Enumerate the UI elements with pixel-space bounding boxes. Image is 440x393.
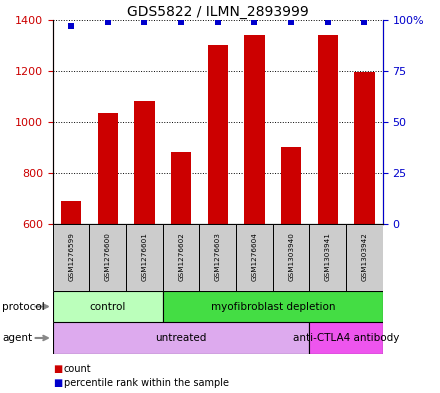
Text: GSM1276599: GSM1276599 bbox=[68, 231, 74, 281]
Text: GSM1303941: GSM1303941 bbox=[325, 231, 331, 281]
Bar bbox=[163, 291, 383, 322]
Point bbox=[324, 18, 331, 25]
Text: percentile rank within the sample: percentile rank within the sample bbox=[64, 378, 229, 388]
Text: GSM1276600: GSM1276600 bbox=[105, 231, 111, 281]
Bar bbox=[98, 113, 118, 224]
Bar bbox=[208, 45, 228, 224]
Bar bbox=[346, 224, 383, 291]
Bar bbox=[171, 152, 191, 224]
Text: myofibroblast depletion: myofibroblast depletion bbox=[211, 301, 335, 312]
Bar bbox=[244, 35, 264, 224]
Bar bbox=[89, 224, 126, 291]
Text: GSM1276601: GSM1276601 bbox=[142, 231, 147, 281]
Point bbox=[68, 23, 75, 29]
Bar bbox=[354, 72, 374, 224]
Bar bbox=[53, 224, 89, 291]
Bar bbox=[53, 291, 163, 322]
Point bbox=[141, 18, 148, 25]
Text: ■: ■ bbox=[53, 364, 62, 374]
Text: GSM1303940: GSM1303940 bbox=[288, 231, 294, 281]
Point bbox=[104, 18, 111, 25]
Text: GSM1276602: GSM1276602 bbox=[178, 231, 184, 281]
Point bbox=[251, 18, 258, 25]
Text: agent: agent bbox=[2, 333, 32, 343]
Title: GDS5822 / ILMN_2893999: GDS5822 / ILMN_2893999 bbox=[127, 5, 309, 18]
Text: GSM1276603: GSM1276603 bbox=[215, 231, 221, 281]
Point bbox=[214, 18, 221, 25]
Text: GSM1276604: GSM1276604 bbox=[252, 231, 257, 281]
Text: ■: ■ bbox=[53, 378, 62, 388]
Text: anti-CTLA4 antibody: anti-CTLA4 antibody bbox=[293, 333, 400, 343]
Bar bbox=[318, 35, 338, 224]
Text: protocol: protocol bbox=[2, 301, 45, 312]
Bar bbox=[126, 224, 163, 291]
Bar bbox=[309, 224, 346, 291]
Text: GSM1303942: GSM1303942 bbox=[362, 231, 367, 281]
Bar bbox=[199, 224, 236, 291]
Bar bbox=[309, 322, 383, 354]
Bar bbox=[281, 147, 301, 224]
Text: control: control bbox=[90, 301, 126, 312]
Text: untreated: untreated bbox=[155, 333, 207, 343]
Bar bbox=[53, 322, 309, 354]
Text: count: count bbox=[64, 364, 92, 374]
Bar bbox=[273, 224, 309, 291]
Point bbox=[361, 18, 368, 25]
Point bbox=[288, 18, 295, 25]
Bar bbox=[61, 201, 81, 224]
Bar bbox=[236, 224, 273, 291]
Bar bbox=[134, 101, 154, 224]
Point bbox=[178, 18, 185, 25]
Bar bbox=[163, 224, 199, 291]
